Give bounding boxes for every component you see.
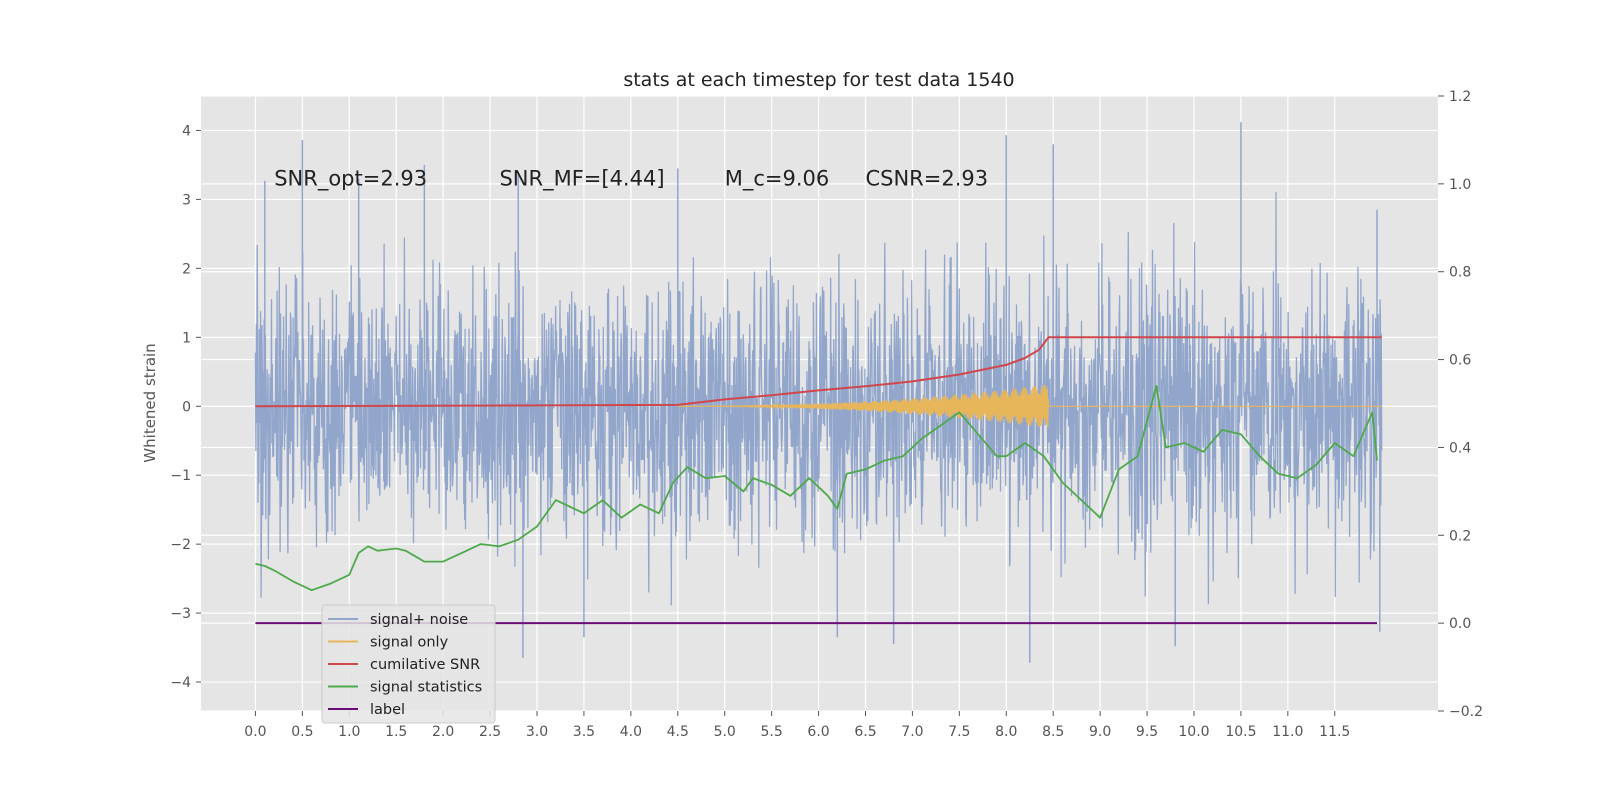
legend-entry: signal statistics — [370, 680, 482, 696]
series-signal-only — [677, 384, 1382, 428]
y-tick-label: −3 — [170, 606, 191, 622]
annotation-snr-opt: SNR_opt=2.93 — [274, 167, 427, 192]
x-tick-label: 9.5 — [1136, 724, 1158, 740]
y-tick-label: 2 — [182, 261, 191, 277]
legend: signal+ noise signal only cumilative SNR si… — [321, 604, 496, 724]
y-tick-label: −4 — [170, 675, 191, 691]
x-tick-label: 7.0 — [901, 724, 923, 740]
legend-entry: label — [370, 702, 405, 718]
annotations: SNR_opt=2.93 SNR_MF=[4.44] M_c=9.06 CSNR=2.… — [274, 167, 988, 192]
chart-title: stats at each timestep for test data 154… — [623, 69, 1014, 91]
y-axis-right: −0.2 0.0 0.2 0.4 0.6 0.8 1.0 1.2 — [1438, 89, 1483, 720]
y-right-tick-label: 0.6 — [1449, 353, 1471, 369]
y-tick-label: 3 — [182, 192, 191, 208]
y-tick-label: 4 — [182, 123, 191, 139]
x-tick-label: 1.0 — [338, 724, 360, 740]
y-tick-label: 1 — [182, 330, 191, 346]
x-tick-label: 11.0 — [1272, 724, 1303, 740]
x-tick-label: 5.0 — [714, 724, 736, 740]
series-signal-statistics — [255, 385, 1378, 592]
x-tick-label: 3.0 — [526, 724, 548, 740]
y-right-tick-label: 1.0 — [1449, 177, 1471, 193]
y-tick-label: −1 — [170, 468, 191, 484]
legend-entry: signal+ noise — [370, 612, 468, 628]
series-signal-noise — [254, 191, 1383, 606]
y-tick-label: 0 — [182, 399, 191, 415]
x-tick-label: 6.0 — [807, 724, 829, 740]
x-tick-label: 1.5 — [385, 724, 407, 740]
x-tick-label: 8.5 — [1042, 724, 1064, 740]
x-tick-label: 4.0 — [620, 724, 642, 740]
y-axis-left: −4 −3 −2 −1 0 1 2 3 4 — [170, 123, 201, 691]
y-tick-label: −2 — [170, 537, 191, 553]
x-tick-label: 5.5 — [761, 724, 783, 740]
x-tick-label: 9.0 — [1089, 724, 1111, 740]
x-axis: 0.0 0.5 1.0 1.5 2.0 2.5 3.0 3.5 4.0 4.5 5.0 5.5 6.0 6… — [244, 711, 1350, 740]
x-tick-label: 3.5 — [573, 724, 595, 740]
y-right-tick-label: 0.4 — [1449, 440, 1471, 456]
series-cumulative-snr — [255, 336, 1382, 408]
x-tick-label: 4.5 — [667, 724, 689, 740]
y-right-tick-label: 0.0 — [1449, 616, 1471, 632]
y-axis-label: Whitened strain — [141, 343, 159, 462]
annotation-mc: M_c=9.06 — [725, 167, 830, 192]
y-right-tick-label: 0.2 — [1449, 528, 1471, 544]
annotation-snr-mf: SNR_MF=[4.44] — [499, 167, 664, 192]
legend-box — [321, 604, 496, 724]
x-tick-label: 10.0 — [1178, 724, 1209, 740]
legend-entry: cumilative SNR — [370, 657, 480, 673]
x-tick-label: 10.5 — [1225, 724, 1256, 740]
x-tick-label: 0.0 — [244, 724, 266, 740]
y-right-tick-label: 1.2 — [1449, 89, 1471, 105]
annotation-csnr: CSNR=2.93 — [865, 167, 988, 191]
y-right-tick-label: 0.8 — [1449, 265, 1471, 281]
x-tick-label: 2.0 — [432, 724, 454, 740]
x-tick-label: 6.5 — [854, 724, 876, 740]
x-tick-label: 8.0 — [995, 724, 1017, 740]
x-tick-label: 11.5 — [1319, 724, 1350, 740]
x-tick-label: 2.5 — [479, 724, 501, 740]
series-layer — [254, 122, 1383, 663]
x-tick-label: 7.5 — [948, 724, 970, 740]
y-right-tick-label: −0.2 — [1449, 704, 1483, 720]
x-tick-label: 0.5 — [291, 724, 313, 740]
legend-entry: signal only — [370, 635, 449, 651]
